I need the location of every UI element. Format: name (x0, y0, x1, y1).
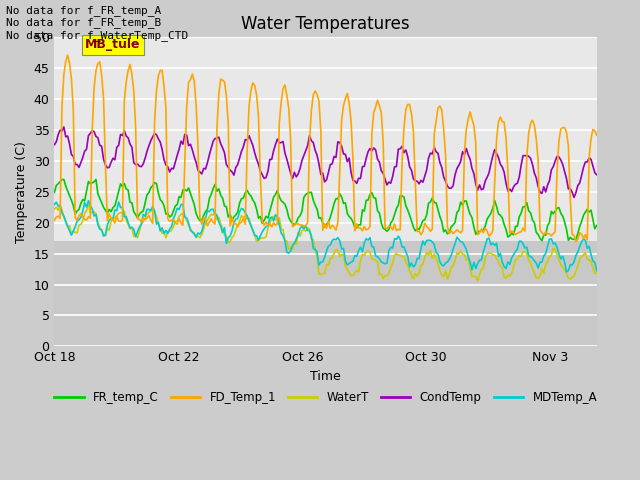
Text: No data for f_FR_temp_A
No data for f_FR_temp_B
No data for f_WaterTemp_CTD: No data for f_FR_temp_A No data for f_FR… (6, 5, 189, 41)
Title: Water Temperatures: Water Temperatures (241, 15, 410, 33)
Bar (54, 37, 596, 241)
Y-axis label: Temperature (C): Temperature (C) (15, 141, 28, 243)
X-axis label: Time: Time (310, 370, 341, 383)
Bar (54, 241, 596, 347)
Legend: FR_temp_C, FD_Temp_1, WaterT, CondTemp, MDTemp_A: FR_temp_C, FD_Temp_1, WaterT, CondTemp, … (49, 386, 602, 408)
Text: MB_tule: MB_tule (85, 38, 140, 51)
